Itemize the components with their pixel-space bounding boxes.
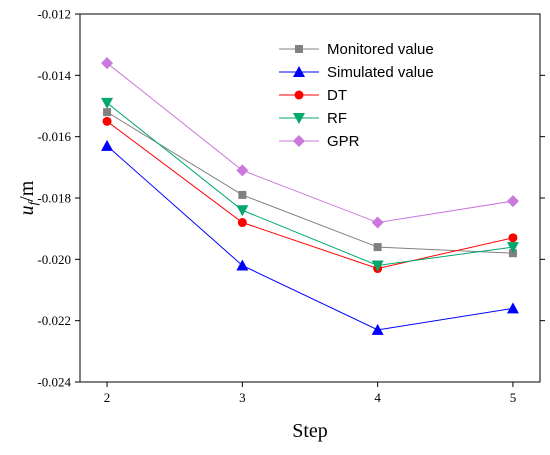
- y-axis-title-subscript: f: [25, 199, 40, 205]
- legend-label: RF: [327, 110, 347, 127]
- data-point: [237, 218, 247, 228]
- legend-label: DT: [327, 87, 347, 104]
- series-line-3: [106, 102, 514, 266]
- data-point: [236, 205, 249, 217]
- data-point: [101, 97, 114, 109]
- data-point: [508, 249, 517, 258]
- data-point: [101, 139, 114, 151]
- data-point: [103, 108, 112, 117]
- axes: -0.024 -0.022 -0.020 -0.018 -0.016 -0.014 -0.0…: [37, 7, 545, 405]
- legend-marker: [293, 66, 305, 77]
- x-tick-label: 2: [104, 390, 111, 405]
- data-point: [102, 116, 112, 126]
- data-point: [236, 259, 249, 271]
- series-layer: [101, 57, 519, 335]
- data-point: [506, 195, 519, 208]
- x-axis-title: Step: [292, 420, 328, 442]
- series-line-1: [106, 145, 514, 331]
- legend-label: Monitored value: [327, 41, 434, 58]
- y-axis-title-unit: /m: [16, 180, 38, 202]
- y-axis-title-main: u: [16, 205, 38, 215]
- data-point: [238, 190, 247, 199]
- legend-label: Simulated value: [327, 64, 434, 81]
- y-axis-title: uf/m: [16, 180, 40, 215]
- data-point: [236, 164, 249, 177]
- y-tick-label: -0.022: [37, 313, 71, 328]
- data-point: [373, 243, 382, 252]
- x-tick-label: 5: [510, 390, 517, 405]
- x-tick-label: 4: [374, 390, 381, 405]
- x-tick-label: 3: [239, 390, 246, 405]
- y-tick-label: -0.012: [37, 7, 71, 22]
- y-tick-label: -0.014: [37, 68, 71, 83]
- series-line-2: [106, 120, 514, 270]
- series-line-4: [106, 62, 514, 224]
- legend-label: GPR: [327, 133, 360, 150]
- series-line-0: [106, 111, 513, 254]
- legend-marker: [295, 45, 303, 53]
- data-point: [371, 260, 384, 272]
- legend-marker: [293, 113, 305, 124]
- plot-frame: [79, 13, 541, 383]
- y-tick-label: -0.020: [37, 252, 71, 267]
- legend-marker: [293, 135, 305, 147]
- y-tick-label: -0.024: [37, 375, 71, 390]
- data-point: [506, 242, 519, 254]
- legend-marker: [294, 90, 304, 100]
- data-point: [101, 57, 114, 70]
- y-tick-label: -0.016: [37, 129, 71, 144]
- legend: Monitored value Simulated value DT RF GPR: [279, 41, 434, 150]
- y-tick-label: -0.018: [37, 191, 71, 206]
- data-point: [506, 302, 519, 314]
- data-point: [371, 323, 384, 335]
- data-point: [508, 233, 518, 243]
- data-point: [371, 216, 384, 229]
